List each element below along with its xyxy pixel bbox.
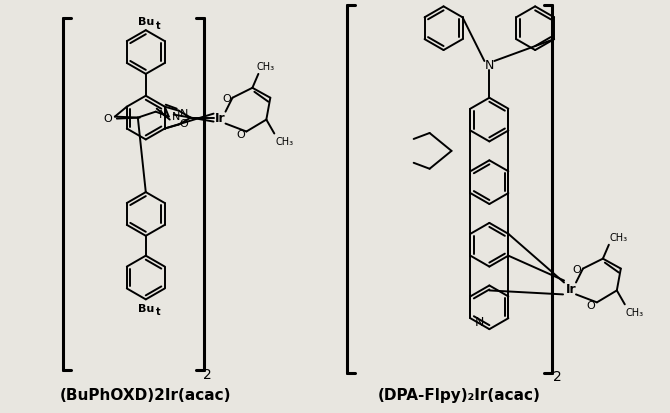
Text: Ir: Ir: [565, 282, 576, 295]
Text: CH₃: CH₃: [257, 62, 275, 72]
Text: t: t: [155, 306, 160, 316]
Text: (DPA-Flpy)₂Ir(acac): (DPA-Flpy)₂Ir(acac): [378, 387, 541, 402]
Text: N: N: [484, 59, 494, 72]
Text: O: O: [586, 301, 596, 311]
Text: Ir: Ir: [215, 112, 226, 125]
Text: N: N: [475, 315, 484, 328]
Text: N: N: [172, 112, 180, 121]
Text: CH₃: CH₃: [626, 308, 644, 318]
Text: CH₃: CH₃: [610, 232, 628, 242]
Text: (BuPhOXD)2Ir(acac): (BuPhOXD)2Ir(acac): [60, 387, 232, 402]
Text: CH₃: CH₃: [275, 137, 293, 147]
Text: Bu: Bu: [137, 17, 154, 27]
Text: N: N: [159, 109, 167, 119]
Text: O: O: [573, 264, 582, 274]
Text: N: N: [180, 108, 188, 119]
Text: O: O: [222, 93, 231, 104]
Text: O: O: [236, 130, 245, 140]
Text: 2: 2: [203, 367, 212, 381]
Text: 2: 2: [553, 369, 561, 383]
Text: t: t: [155, 21, 160, 31]
Text: O: O: [104, 113, 113, 123]
Text: Bu: Bu: [137, 304, 154, 313]
Text: O: O: [180, 118, 188, 128]
